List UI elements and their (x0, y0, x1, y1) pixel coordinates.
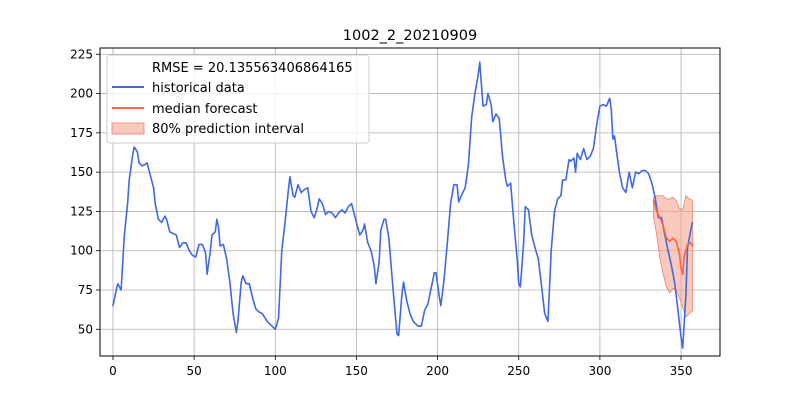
historical-data-line (112, 61, 694, 349)
legend-historical-label: historical data (152, 81, 245, 96)
y-tick-label: 225 (70, 47, 93, 61)
x-tick-label: 350 (670, 364, 693, 378)
x-tick-label: 200 (426, 364, 449, 378)
x-tick-label: 50 (186, 364, 201, 378)
plot-frame (99, 47, 721, 357)
y-tick-label: 100 (70, 244, 93, 258)
legend-median-label: median forecast (152, 102, 257, 117)
y-tick-label: 150 (70, 165, 93, 179)
legend-box (106, 54, 370, 144)
chart-title: 1002_2_20210909 (343, 28, 477, 44)
axis-ticks: 0 50 100 150 200 250 300 350 50 75 100 125 150 175 200… (70, 47, 692, 378)
median-forecast-line (652, 199, 694, 276)
x-tick-label: 150 (345, 364, 368, 378)
x-tick-label: 250 (507, 364, 530, 378)
x-tick-label: 0 (109, 364, 117, 378)
legend-interval-label: 80% prediction interval (152, 122, 304, 137)
x-tick-label: 300 (588, 364, 611, 378)
series-lines (112, 61, 694, 349)
legend-interval-swatch (111, 122, 145, 135)
y-tick-label: 125 (70, 204, 93, 218)
legend: RMSE = 20.135563406864165 historical dat… (106, 54, 370, 144)
y-tick-label: 75 (78, 283, 93, 297)
y-tick-label: 50 (78, 322, 93, 336)
y-tick-label: 200 (70, 87, 93, 101)
y-tick-label: 175 (70, 126, 93, 140)
x-tick-label: 100 (264, 364, 287, 378)
legend-rmse-label: RMSE = 20.135563406864165 (152, 61, 353, 76)
